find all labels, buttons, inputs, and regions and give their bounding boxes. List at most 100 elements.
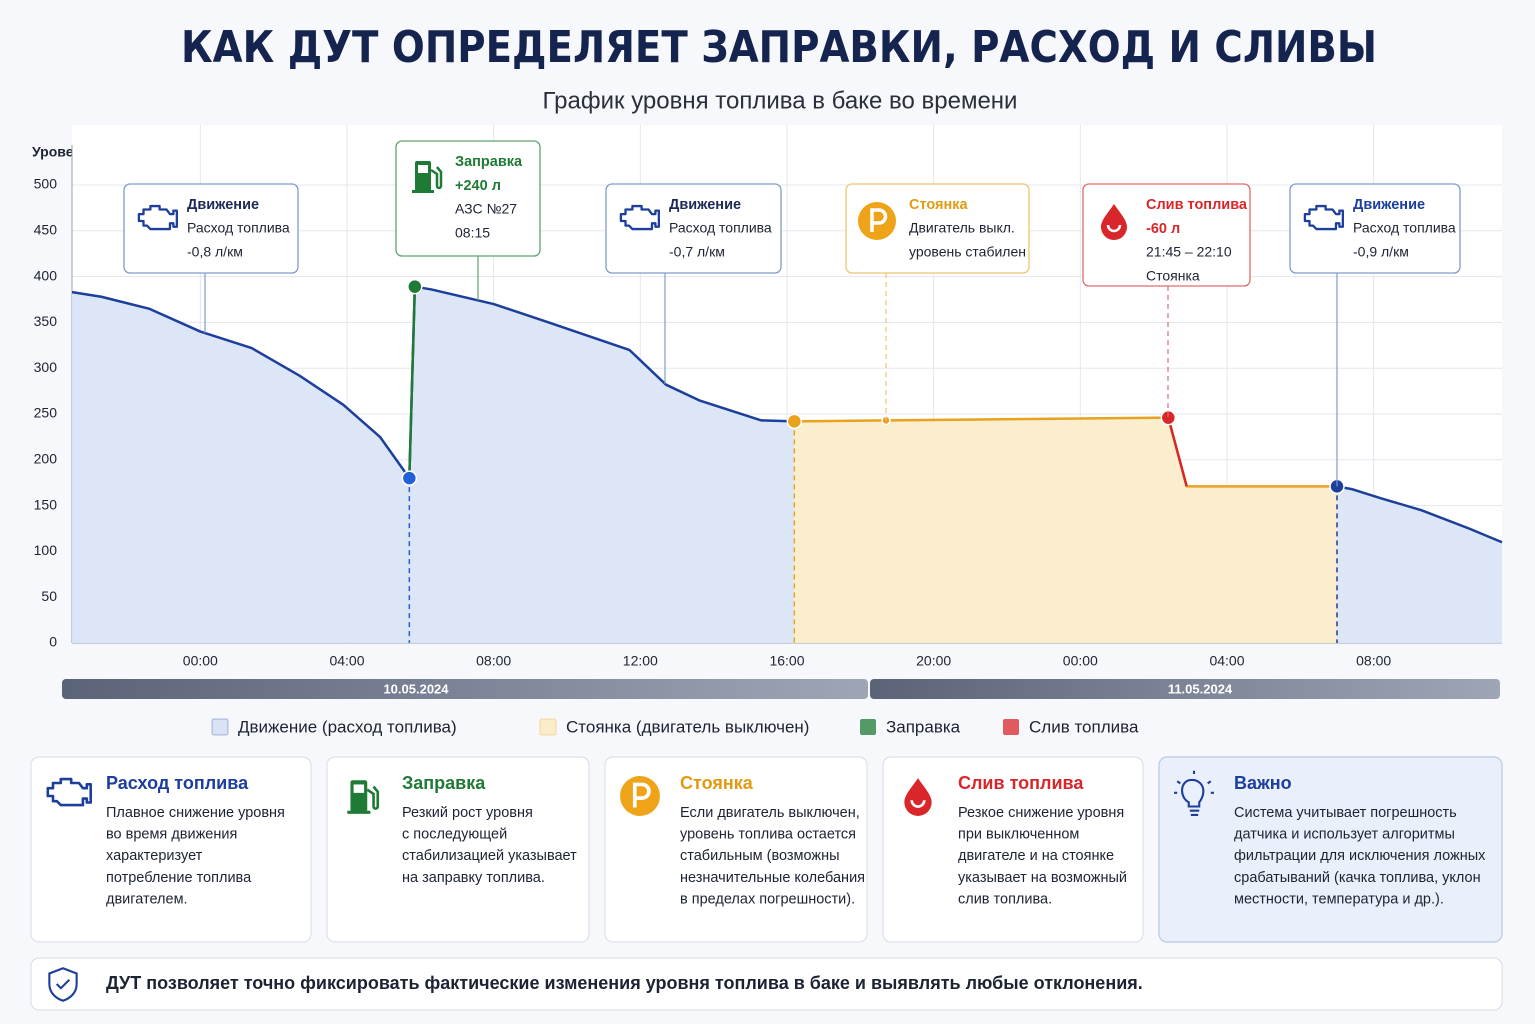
y-tick-label: 450 — [34, 222, 58, 238]
legend-label: Слив топлива — [1029, 717, 1139, 736]
info-card — [30, 756, 312, 943]
icon — [46, 777, 92, 807]
card-text: на заправку топлива. — [402, 870, 545, 886]
series-line — [1336, 485, 1503, 544]
callout-text: Движение — [187, 197, 259, 213]
icon — [1101, 204, 1127, 240]
y-tick-label: 250 — [34, 405, 58, 421]
x-tick-label: 20:00 — [916, 653, 951, 669]
x-tick-label: 04:00 — [1209, 653, 1244, 669]
card-text: Если двигатель выключен, — [680, 805, 860, 821]
callout-box — [845, 183, 1030, 274]
icon-shape — [619, 204, 660, 231]
callout-text: Слив топлива — [1146, 197, 1248, 213]
icon-shape — [1106, 224, 1122, 233]
card-title: Заправка — [402, 773, 486, 793]
icon-shape — [1174, 770, 1214, 794]
y-tick-label: 350 — [34, 313, 58, 329]
icon-shape — [632, 782, 651, 808]
card-text: в пределах погрешности). — [680, 892, 855, 908]
point-marker — [1160, 409, 1177, 426]
icon-shape — [910, 800, 926, 808]
card-text: Резкий рост уровня — [402, 805, 533, 821]
footer-banner — [30, 957, 1503, 1011]
callout-text: Стоянка — [909, 197, 969, 213]
y-tick-label: 500 — [34, 176, 58, 192]
icon-shape — [418, 165, 428, 173]
card-text: стабильным (возможны — [680, 848, 840, 864]
card-text: Резкое снижение уровня — [958, 805, 1124, 821]
y-tick-label: 400 — [34, 267, 58, 283]
card-text: двигателе и на стоянке — [958, 848, 1114, 864]
series-line — [408, 286, 417, 479]
icon-shape — [48, 967, 78, 1002]
callout-text: Расход топлива — [187, 220, 290, 236]
x-tick-label: 08:00 — [476, 653, 511, 669]
callout-text: уровень стабилен — [909, 244, 1026, 260]
icon — [904, 778, 932, 816]
y-tick-label: 300 — [34, 359, 58, 375]
callout-box — [1082, 183, 1251, 287]
legend-label: Заправка — [886, 717, 961, 736]
callout-box — [123, 183, 299, 274]
icon — [620, 776, 660, 816]
icon-shape — [858, 202, 896, 240]
callout-box — [605, 183, 782, 274]
date-bar — [62, 679, 868, 699]
card-text: во время движения — [106, 827, 237, 843]
callout-text: Двигатель выкл. — [909, 220, 1015, 236]
legend-swatch — [1003, 719, 1019, 735]
card-text: при выключенном — [958, 827, 1079, 843]
card-text: датчика и использует алгоритмы — [1234, 827, 1455, 843]
y-tick-label: 150 — [34, 496, 58, 512]
x-tick-label: 08:00 — [1356, 653, 1391, 669]
callout-text: Движение — [669, 197, 741, 213]
icon-shape — [137, 204, 178, 231]
info-card — [882, 756, 1144, 943]
x-tick-label: 00:00 — [183, 653, 218, 669]
callout-text: -0,9 л/км — [1353, 244, 1409, 260]
icon-shape — [1303, 204, 1344, 231]
date-bar — [870, 679, 1500, 699]
card-text: местности, температура и др.). — [1234, 892, 1444, 908]
card-title: Стоянка — [680, 773, 754, 793]
date-label: 10.05.2024 — [383, 681, 449, 696]
icon-shape — [430, 166, 443, 190]
footer-text: ДУТ позволяет точно фиксировать фактичес… — [106, 973, 1143, 993]
icon-shape — [55, 979, 71, 990]
callout-text: -0,7 л/км — [669, 244, 725, 260]
callout-text: +240 л — [455, 178, 501, 194]
card-text: уровень топлива остается — [680, 827, 856, 843]
legend-swatch — [539, 718, 557, 736]
callout-text: Расход топлива — [669, 220, 772, 236]
icon-shape — [620, 776, 660, 816]
area-fill — [794, 417, 1337, 643]
icon — [1174, 770, 1214, 816]
point-marker — [786, 413, 803, 430]
icon — [1303, 204, 1344, 231]
card-text: характеризует — [106, 848, 203, 864]
icon — [137, 204, 178, 231]
y-tick-label: 50 — [41, 588, 57, 604]
icon-shape — [353, 784, 365, 793]
icon — [412, 161, 443, 193]
x-tick-label: 00:00 — [1063, 653, 1098, 669]
icon-shape — [412, 190, 434, 193]
card-text: фильтрации для исключения ложных — [1234, 848, 1486, 864]
icon — [619, 204, 660, 231]
x-tick-label: 12:00 — [623, 653, 658, 669]
icon — [48, 967, 78, 1002]
card-text: двигателем. — [106, 892, 188, 908]
card-title: Важно — [1234, 773, 1292, 793]
icon-shape — [1101, 204, 1127, 240]
card-text: Плавное снижение уровня — [106, 805, 285, 821]
card-title: Расход топлива — [106, 773, 249, 793]
card-text: с последующей — [402, 827, 507, 843]
callout-text: 08:15 — [455, 225, 490, 241]
legend-swatch — [860, 719, 876, 735]
series-line — [1167, 417, 1188, 487]
callout-text: Стоянка — [1146, 268, 1200, 284]
